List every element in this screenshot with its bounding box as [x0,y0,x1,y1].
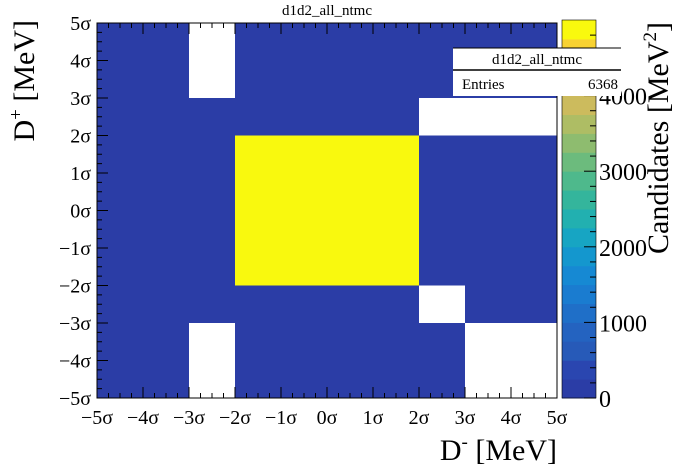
heatmap-cell [465,135,557,286]
y-tick-label: −2σ [59,276,91,298]
x-tick-label: 0σ [317,407,338,429]
heatmap-cell [97,98,189,136]
heatmap-cell [235,323,419,398]
x-tick-label: 5σ [547,407,568,429]
palette-band [562,171,596,191]
heatmap-cell [465,285,557,323]
heatmap-cell [235,135,419,286]
y-tick-label: 2σ [70,126,91,148]
heatmap-cell [235,98,419,136]
stats-box-title: d1d2_all_ntmc [492,52,582,68]
z-tick-label: 3000 [599,160,647,186]
y-tick-label: 3σ [70,88,91,110]
palette-band [562,341,596,361]
palette-band [562,303,596,323]
palette-band [562,209,596,229]
x-tick-label: 1σ [363,407,384,429]
x-tick-label: −4σ [127,407,159,429]
stats-box: d1d2_all_ntmc Entries 6368 [453,47,621,96]
x-tick-label: −2σ [219,407,251,429]
x-axis-ticks: −5σ −4σ −3σ −2σ −1σ 0σ 1σ 2σ 3σ 4σ 5σ [81,23,568,429]
heatmap-cell [419,135,465,286]
heatmap-cell [189,285,235,323]
y-tick-label: −1σ [59,238,91,260]
z-tick-label: 1000 [599,311,647,337]
y-tick-label: 5σ [70,13,91,35]
y-tick-label: −4σ [59,351,91,373]
chart-title: d1d2_all_ntmc [282,3,372,19]
x-tick-label: 3σ [455,407,476,429]
palette-band [562,20,596,40]
palette-band [562,114,596,134]
x-tick-label: 4σ [501,407,522,429]
heatmap-cells [97,23,557,398]
heatmap-cell [97,23,189,98]
palette-band [562,284,596,304]
y-axis-label: D+ [MeV] [6,20,41,142]
z-axis-label: Candidates [MeV2] [640,22,675,254]
y-tick-label: −5σ [59,388,91,410]
palette-band [562,379,596,399]
z-tick-label: 0 [599,387,611,413]
x-tick-label: 2σ [409,407,430,429]
palette-band [562,227,596,248]
palette-band [562,95,596,115]
heatmap-cell [97,135,189,286]
y-tick-label: −3σ [59,313,91,335]
palette-band [562,246,596,267]
y-tick-label: 0σ [70,201,91,223]
heatmap-cell [97,285,189,323]
y-tick-label: 4σ [70,51,91,73]
x-tick-label: −1σ [265,407,297,429]
palette-band [562,265,596,286]
x-tick-label: −5σ [81,407,113,429]
palette-band [562,360,596,380]
z-tick-label: 2000 [599,236,647,262]
x-tick-label: −3σ [173,407,205,429]
heatmap-cell [419,323,465,398]
palette-band [562,152,596,172]
heatmap-cell [189,135,235,286]
stats-entries-value: 6368 [588,77,618,93]
palette-band [562,190,596,210]
heatmap-cell [235,23,419,98]
stats-entries-label: Entries [462,77,505,93]
heatmap-cell [235,285,419,323]
palette-band [562,133,596,153]
y-tick-label: 1σ [70,163,91,185]
y-axis-ticks: −5σ −4σ −3σ −2σ −1σ 0σ 1σ 2σ 3σ 4σ 5σ [59,13,108,410]
x-axis-label: D- [MeV] [440,432,557,467]
palette-band [562,322,596,342]
heatmap-cell [189,98,235,136]
heatmap-cell [97,323,189,398]
